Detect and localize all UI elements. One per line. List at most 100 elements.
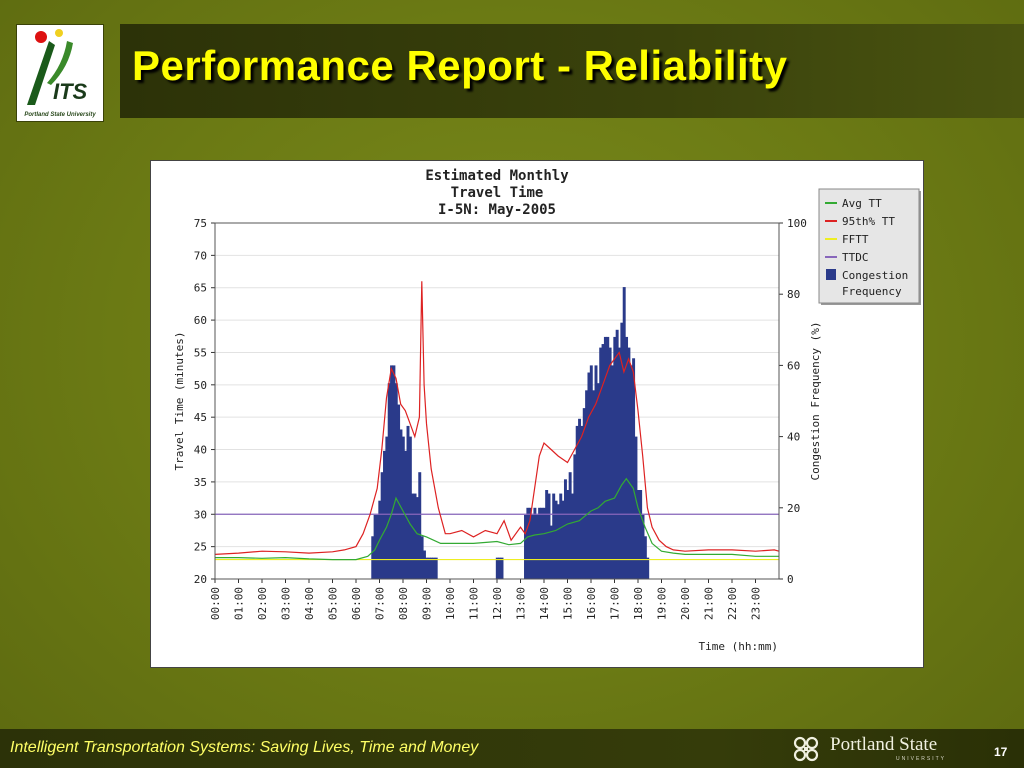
- congestion-bar: [575, 425, 579, 579]
- congestion-bar: [585, 390, 589, 579]
- legend-label: Frequency: [842, 285, 902, 298]
- x-tick-label: 01:00: [233, 587, 246, 620]
- congestion-bar: [613, 336, 617, 579]
- x-tick-label: 09:00: [421, 587, 434, 620]
- congestion-bar: [573, 454, 577, 579]
- congestion-bar: [500, 557, 504, 579]
- congestion-bar: [629, 365, 633, 579]
- congestion-bar: [554, 500, 558, 579]
- congestion-bar: [495, 557, 499, 579]
- congestion-bar: [568, 472, 572, 579]
- legend-box: [818, 188, 920, 304]
- y-tick-label: 25: [194, 541, 207, 554]
- x-tick-label: 04:00: [303, 587, 316, 620]
- legend-label: Avg TT: [842, 197, 882, 210]
- congestion-bar: [399, 429, 403, 579]
- y2-axis-label: Congestion Frequency (%): [809, 322, 822, 481]
- chart-title-line: Travel Time: [451, 185, 544, 201]
- congestion-bar: [401, 436, 405, 579]
- congestion-bar: [526, 507, 530, 579]
- congestion-bar: [608, 347, 612, 579]
- y-tick-label: 20: [194, 573, 207, 586]
- x-tick-label: 18:00: [632, 587, 645, 620]
- x-tick-label: 11:00: [468, 587, 481, 620]
- congestion-bar: [390, 365, 394, 579]
- congestion-bar: [643, 536, 647, 579]
- congestion-bar: [545, 490, 549, 579]
- y-tick-label: 55: [194, 346, 207, 359]
- p95-tt-line: [214, 281, 780, 555]
- legend-label: TTDC: [842, 251, 869, 264]
- legend-label: FFTT: [842, 233, 869, 246]
- x-tick-label: 15:00: [562, 587, 575, 620]
- footer-bar: [0, 729, 1024, 768]
- y-tick-label: 60: [194, 314, 207, 327]
- title-bar: [120, 24, 1024, 118]
- y2-tick-label: 60: [787, 359, 800, 372]
- y-tick-label: 70: [194, 249, 207, 262]
- congestion-bar: [531, 514, 535, 579]
- congestion-bar: [535, 514, 539, 579]
- x-tick-label: 13:00: [515, 587, 528, 620]
- congestion-bar: [559, 493, 563, 579]
- x-tick-label: 12:00: [491, 587, 504, 620]
- psu-emblem-icon: [793, 736, 819, 762]
- y2-tick-label: 100: [787, 217, 807, 230]
- chart-title-line: I-5N: May-2005: [438, 202, 556, 218]
- y-tick-label: 35: [194, 476, 207, 489]
- y-axis-label: Travel Time (minutes): [173, 331, 186, 470]
- congestion-bar: [601, 344, 605, 579]
- congestion-bar: [563, 479, 567, 579]
- congestion-bar: [582, 408, 586, 579]
- congestion-bar: [413, 493, 417, 579]
- congestion-bar: [425, 557, 429, 579]
- congestion-bar: [408, 436, 412, 579]
- psu-name: Portland State: [830, 734, 938, 755]
- congestion-bar: [394, 383, 398, 579]
- portland-state-logo: Portland State UNIVERSITY: [790, 734, 990, 764]
- congestion-bar: [561, 500, 565, 579]
- chart-title-line: Estimated Monthly: [425, 168, 569, 184]
- congestion-bar: [528, 507, 532, 579]
- congestion-bar: [547, 493, 551, 579]
- congestion-bar: [420, 536, 424, 579]
- congestion-bar: [580, 425, 584, 579]
- y-tick-label: 75: [194, 217, 207, 230]
- its-logo-text: ITS: [53, 79, 88, 104]
- congestion-bar: [392, 365, 396, 579]
- congestion-bar: [622, 287, 626, 579]
- x-tick-label: 06:00: [350, 587, 363, 620]
- congestion-bar: [418, 472, 422, 579]
- x-tick-label: 00:00: [209, 587, 222, 620]
- congestion-bar: [542, 507, 546, 579]
- congestion-bar: [627, 347, 631, 579]
- congestion-bar: [636, 490, 640, 579]
- avg-tt-line: [215, 477, 779, 561]
- y2-tick-label: 40: [787, 431, 800, 444]
- plot-area: [214, 222, 780, 580]
- congestion-bar: [422, 550, 426, 579]
- chart-frame: 20 25 30 35 40 45 50 55 60 65 70 75 0 20 40 60 80 100 00:0…: [150, 160, 924, 668]
- congestion-bar: [387, 383, 391, 579]
- legend-label: 95th% TT: [842, 215, 895, 228]
- travel-time-chart: 20 25 30 35 40 45 50 55 60 65 70 75 0 20 40 60 80 100 00:0…: [173, 168, 921, 653]
- congestion-bar: [620, 322, 624, 579]
- congestion-bar: [606, 336, 610, 579]
- congestion-bar: [406, 425, 410, 579]
- plot-border: [214, 222, 780, 580]
- congestion-bar: [411, 493, 415, 579]
- congestion-bar: [371, 536, 375, 579]
- congestion-bar: [578, 418, 582, 579]
- x-tick-label: 17:00: [609, 587, 622, 620]
- its-logo: ITS Portland State University: [16, 24, 104, 122]
- congestion-bar: [540, 507, 544, 579]
- congestion-bar: [639, 490, 643, 579]
- x-tick-label: 20:00: [679, 587, 692, 620]
- congestion-bar: [524, 514, 527, 579]
- y-tick-label: 65: [194, 282, 207, 295]
- congestion-bar: [615, 329, 619, 579]
- x-tick-label: 21:00: [703, 587, 716, 620]
- congestion-bar: [641, 514, 645, 579]
- congestion-bar: [603, 336, 607, 579]
- footer-tagline: Intelligent Transportation Systems: Savi…: [10, 739, 479, 756]
